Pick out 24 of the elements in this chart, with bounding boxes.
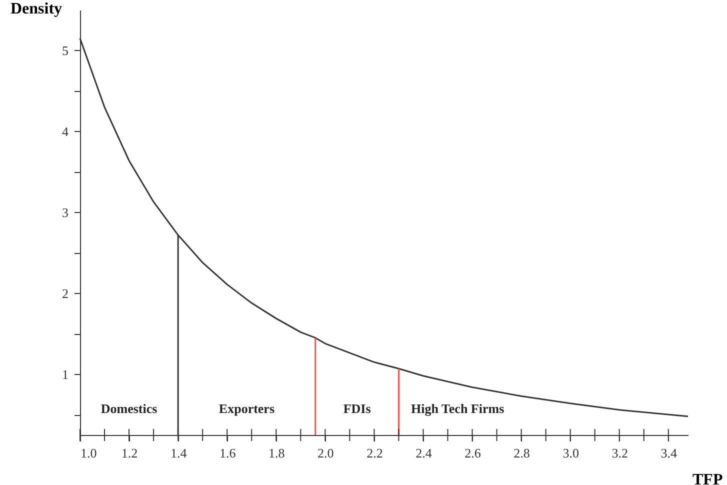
x-tick-label: 2.0 [318,446,334,460]
y-tick-label: 5 [62,42,68,58]
x-axis-title: TFP [692,472,723,485]
x-tick-label: 3.4 [660,446,678,460]
x-tick-label: 2.6 [464,446,482,460]
annotation: High Tech Firms [410,401,504,416]
x-tick-label: 2.8 [514,446,530,460]
x-tick-label: 2.2 [366,446,383,460]
annotation: FDIs [343,401,371,416]
x-tick-label: 1.4 [170,446,188,460]
x-tick-label: 3.2 [612,446,628,460]
y-tick-label: 2 [62,286,68,301]
x-tick-label: 1.8 [268,446,285,460]
y-axis-title: Density [10,0,62,18]
x-tick-label: 2.4 [416,446,432,460]
x-tick-label: 1.0 [80,446,97,460]
x-tick-label: 1.6 [219,446,236,460]
y-tick-label: 3 [62,204,68,220]
x-tick-label: 1.2 [121,446,138,460]
y-tick-label: 1 [62,366,68,382]
x-tick-label: 3.0 [562,446,579,460]
y-tick-label: 4 [62,124,69,139]
annotation: Exporters [218,401,275,416]
annotation: Domestics [100,401,158,416]
